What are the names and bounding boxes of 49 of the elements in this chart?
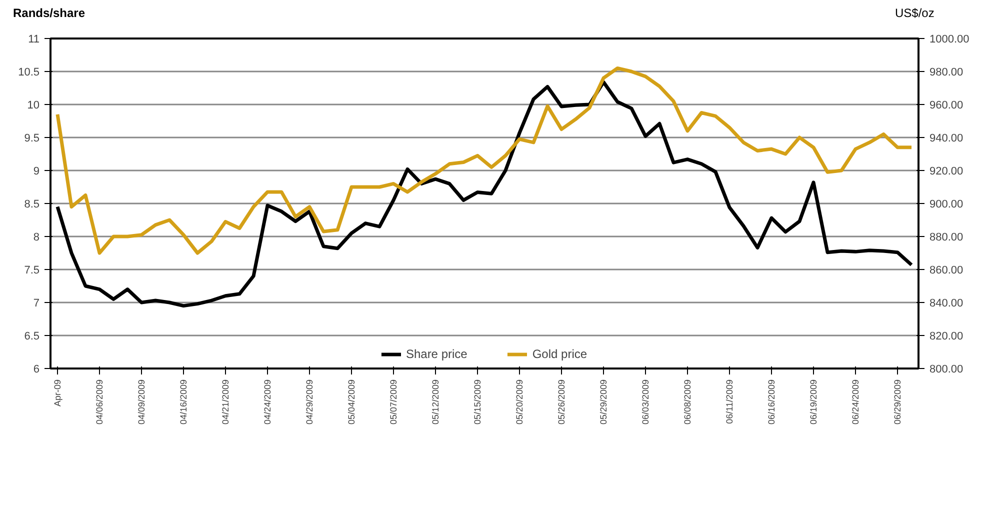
x-tick-label: 04/06/2009 [94,379,104,425]
x-tick-label: 06/03/2009 [640,379,650,425]
x-tick-label: 06/29/2009 [892,379,902,425]
y-axis-title: Rands/share [13,5,86,22]
line-series [56,80,914,308]
y2-tick-label: 840.00 [930,298,964,310]
x-tick-label: 04/21/2009 [220,379,230,425]
x-tick-label: 04/24/2009 [262,379,272,425]
x-tick-label: 05/04/2009 [346,379,356,425]
y2-tick-label: 820.00 [930,330,964,342]
x-tick-label: 05/26/2009 [556,379,566,425]
x-tick-label: 05/12/2009 [430,379,440,425]
y2-tick-label: 860.00 [930,264,964,276]
y-tick-label: 9.5 [24,132,40,144]
y2-tick-label: 940.00 [930,132,964,144]
legend-label: Gold price [532,347,588,361]
x-tick-label: 05/07/2009 [388,379,398,425]
x-tick-label: 04/29/2009 [304,379,314,425]
y-tick-label: 8 [33,232,40,244]
y-tick-label: 6 [33,364,40,376]
y2-axis-title: US$/oz [895,5,934,22]
x-tick-label: 05/20/2009 [514,379,524,425]
y2-tick-label: 800.00 [930,364,964,376]
y2-tick-label: 1000.00 [930,34,970,46]
y-tick-label: 7 [33,298,40,310]
y2-tick-label: 880.00 [930,232,964,244]
y2-tick-label: 980.00 [930,66,964,78]
y-tick-label: 11 [28,34,40,46]
x-tick-label: 04/09/2009 [136,379,146,425]
x-tick-label: 06/08/2009 [682,379,692,425]
x-tick-label: 06/11/2009 [724,379,734,424]
x-tick-label: 06/16/2009 [766,379,776,425]
x-tick-label: 04/16/2009 [178,379,188,425]
x-tick-label: 05/15/2009 [472,379,482,425]
legend-label: Share price [406,347,468,361]
y2-tick-label: 900.00 [930,198,964,210]
y-tick-label: 10.5 [18,66,40,78]
y-tick-label: 10 [27,100,40,112]
x-tick-label: Apr-09 [52,380,62,407]
y2-tick-label: 960.00 [930,100,964,112]
x-tick-label: 06/19/2009 [808,379,818,425]
y2-tick-label: 920.00 [930,166,964,178]
line-series [56,66,914,255]
x-tick-label: 05/29/2009 [598,379,608,425]
x-tick-label: 06/24/2009 [850,379,860,425]
y-tick-label: 6.5 [24,330,40,342]
y-tick-label: 9 [33,166,40,178]
y-tick-label: 8.5 [24,198,40,210]
y-tick-label: 7.5 [24,264,40,276]
